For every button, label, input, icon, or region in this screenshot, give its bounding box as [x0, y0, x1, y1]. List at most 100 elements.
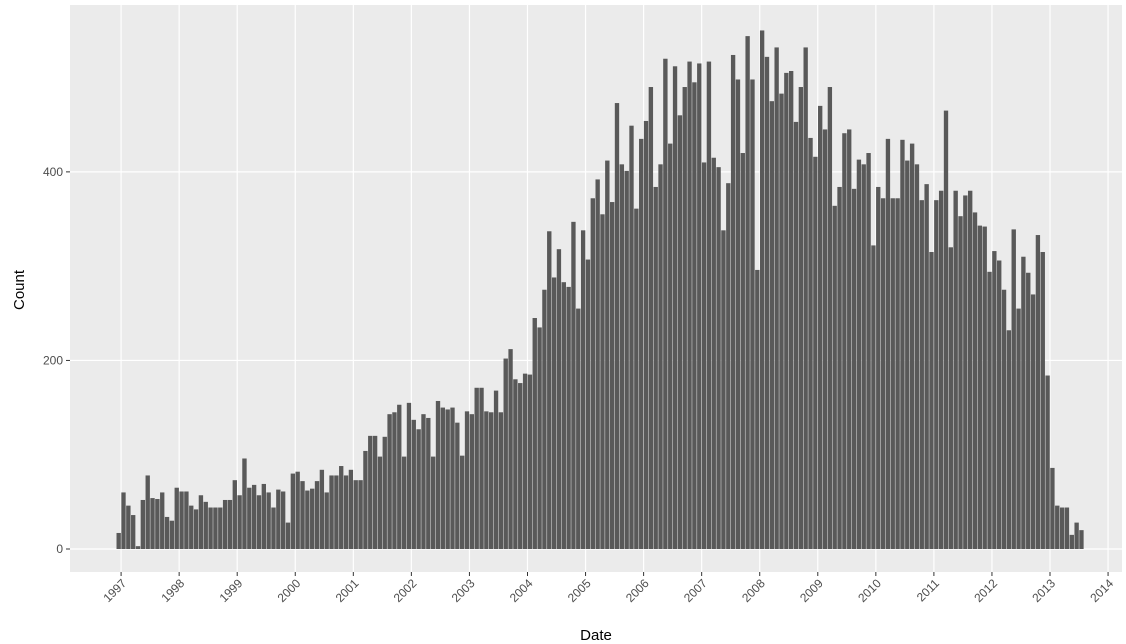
x-tick-label: 2010	[855, 576, 884, 605]
bar	[1055, 505, 1060, 549]
bar	[1006, 330, 1012, 549]
bar	[343, 475, 349, 549]
bar	[489, 412, 494, 549]
bar	[895, 198, 900, 549]
bar	[237, 495, 242, 549]
bar	[1035, 235, 1041, 549]
bar	[880, 198, 886, 549]
bar	[866, 153, 871, 549]
bar	[711, 157, 716, 549]
bar	[755, 269, 760, 549]
bar	[474, 387, 479, 549]
bar	[121, 492, 126, 549]
bar	[527, 374, 533, 549]
x-tick-label: 2008	[739, 576, 768, 605]
bar	[653, 186, 658, 549]
bar	[222, 499, 228, 549]
bar	[387, 414, 392, 549]
bar	[198, 495, 204, 549]
bar	[648, 87, 654, 549]
bar	[619, 164, 625, 549]
x-tick-label: 2001	[333, 576, 362, 605]
bar	[305, 490, 310, 549]
bar	[745, 36, 750, 549]
bar	[740, 153, 745, 549]
bar	[271, 507, 276, 549]
bar	[818, 105, 823, 549]
bar	[851, 188, 857, 549]
bar	[421, 414, 426, 549]
bar	[290, 473, 296, 549]
bar	[735, 79, 741, 549]
bar	[813, 156, 818, 549]
bar	[624, 170, 629, 549]
bar	[779, 93, 784, 549]
bar	[358, 480, 363, 549]
bar	[958, 216, 963, 549]
bar	[295, 471, 300, 549]
bar	[788, 70, 794, 549]
bar	[329, 475, 334, 549]
bar	[929, 252, 934, 549]
bar	[242, 458, 247, 549]
bar	[885, 138, 891, 549]
bar	[842, 133, 847, 549]
bar	[987, 271, 992, 549]
bar	[614, 103, 620, 549]
bar	[774, 47, 779, 549]
bar	[977, 225, 983, 549]
bar	[948, 247, 953, 549]
bar	[697, 63, 702, 549]
bar	[585, 259, 591, 549]
bar	[919, 200, 924, 549]
bar	[339, 466, 344, 549]
bar	[353, 480, 358, 549]
bar	[827, 87, 833, 549]
y-tick-label: 0	[56, 542, 63, 556]
bar	[750, 79, 755, 549]
bar	[174, 487, 179, 549]
bar	[677, 115, 683, 549]
bar	[116, 532, 121, 549]
bar	[551, 277, 557, 549]
x-tick-label: 2011	[914, 576, 942, 604]
bar	[319, 469, 325, 549]
bar	[1016, 308, 1021, 549]
x-tick-label: 2014	[1087, 576, 1116, 605]
bar	[706, 61, 712, 549]
bar	[759, 30, 765, 549]
bar	[150, 498, 155, 549]
bar	[459, 455, 465, 549]
bar	[943, 110, 949, 549]
bar	[643, 120, 649, 549]
bar	[822, 129, 828, 549]
bar	[314, 481, 320, 549]
bar	[411, 419, 416, 549]
bar	[837, 186, 842, 549]
bar	[595, 179, 600, 549]
x-tick-label: 2004	[507, 576, 536, 605]
bar	[189, 505, 194, 549]
bar	[784, 72, 789, 549]
bar	[213, 507, 218, 549]
bar	[793, 121, 799, 549]
bar	[542, 289, 547, 549]
bar	[203, 501, 208, 549]
bar	[508, 349, 513, 549]
bar	[982, 226, 987, 549]
bar	[769, 101, 774, 549]
bar	[658, 164, 663, 549]
bar	[164, 516, 170, 549]
bar	[909, 143, 915, 549]
bar	[498, 412, 504, 549]
bar	[963, 195, 968, 549]
bar	[256, 495, 262, 549]
bar	[469, 414, 475, 549]
bar	[276, 489, 281, 549]
bar	[450, 407, 455, 549]
bar	[135, 546, 141, 549]
bar	[701, 162, 707, 549]
bar	[924, 184, 929, 549]
bar	[285, 522, 291, 549]
